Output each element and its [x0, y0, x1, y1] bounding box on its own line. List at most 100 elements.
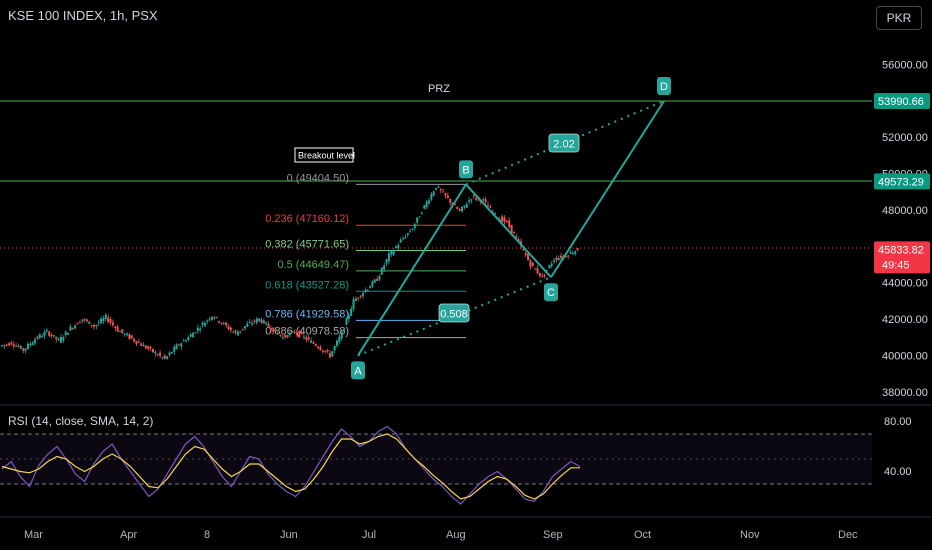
candle-body: [392, 250, 395, 255]
candle-body: [76, 323, 79, 325]
candle-body: [446, 195, 449, 198]
candle-body: [444, 192, 447, 196]
candle-body: [45, 330, 48, 332]
time-axis-tick: Jul: [362, 529, 376, 541]
candle-body: [156, 354, 159, 356]
candle-body: [50, 334, 53, 336]
candle-body: [236, 331, 239, 336]
candle-body: [548, 265, 551, 269]
candle-body: [326, 350, 329, 352]
price-tag-value: 45833.82: [878, 244, 924, 256]
candle-body: [206, 320, 209, 322]
candle-body: [222, 323, 225, 325]
rsi-band: [0, 434, 872, 484]
candle-body: [24, 348, 27, 351]
candle-body: [449, 198, 452, 203]
pattern-point-badge: [459, 160, 473, 179]
candle-body: [512, 231, 515, 234]
candle-body: [279, 334, 282, 336]
candle-body: [243, 326, 246, 329]
pattern-leg-cd: [550, 100, 665, 278]
candle-body: [151, 348, 154, 353]
candle-body: [435, 187, 438, 190]
candle-body: [135, 340, 138, 344]
rsi-panel[interactable]: 80.00 40.00: [0, 416, 912, 505]
candle-body: [194, 332, 197, 334]
candle-body: [463, 205, 466, 208]
candle-body: [571, 253, 574, 255]
fib-label: 0.786 (41929.58): [265, 308, 349, 320]
candle-body: [347, 315, 350, 320]
candle-body: [185, 340, 188, 342]
candle-body: [352, 299, 355, 310]
candle-body: [116, 326, 119, 332]
candle-body: [423, 205, 426, 209]
candle-body: [569, 251, 572, 254]
candle-body: [1, 345, 3, 347]
candle-body: [305, 337, 308, 341]
time-axis-tick: Oct: [634, 529, 651, 541]
candle-body: [133, 338, 136, 342]
candle-body: [555, 257, 558, 261]
candle-body: [550, 263, 553, 267]
time-axis-tick: 8: [204, 529, 210, 541]
candle-body: [192, 332, 195, 338]
candle-body: [29, 343, 32, 346]
candle-body: [517, 239, 520, 241]
candle-body: [284, 335, 287, 338]
candle-body: [442, 191, 445, 193]
candle-body: [248, 322, 251, 324]
pattern-point-badge: [544, 283, 558, 302]
candle-body: [406, 233, 409, 235]
candle-body: [529, 260, 532, 267]
candle-body: [472, 195, 475, 197]
candle-body: [215, 316, 218, 318]
harmonic-pattern: A B C D 2.02 0.508: [351, 77, 671, 380]
candle-body: [371, 281, 374, 287]
candle-body: [246, 323, 249, 327]
candle-body: [88, 321, 91, 324]
candle-body: [286, 335, 289, 338]
candle-body: [489, 206, 492, 208]
candle-body: [48, 331, 51, 336]
candle-body: [385, 259, 388, 264]
candle-body: [574, 251, 577, 255]
candle-body: [291, 331, 294, 333]
candle-body: [416, 217, 419, 223]
pattern-point-label: D: [660, 81, 668, 93]
candle-body: [52, 335, 55, 337]
candle-body: [328, 352, 331, 358]
rsi-title: RSI (14, close, SMA, 14, 2): [8, 414, 154, 428]
time-axis[interactable]: Mar Apr 8 Jun Jul Aug Sep Oct Nov Dec: [24, 529, 858, 541]
candle-body: [310, 340, 313, 343]
candle-body: [31, 342, 34, 346]
candle-body: [218, 321, 221, 323]
candle-body: [147, 346, 150, 349]
candle-body: [536, 268, 539, 274]
candle-body: [300, 333, 303, 335]
candle-body: [397, 244, 400, 249]
pattern-ratio-label: 0.508: [440, 309, 468, 321]
candle-body: [319, 347, 322, 351]
breakout-label: Breakout level: [298, 151, 355, 161]
candle-body: [137, 341, 140, 343]
time-axis-tick: Mar: [24, 529, 43, 541]
candle-body: [126, 333, 129, 336]
currency-button[interactable]: PKR: [876, 6, 922, 30]
candle-body: [128, 334, 131, 339]
candle-body: [55, 336, 58, 340]
candle-body: [470, 199, 473, 201]
candle-body: [317, 346, 320, 348]
fib-label: 0.382 (45771.65): [265, 238, 349, 250]
candle-body: [458, 209, 461, 212]
candle-body: [78, 322, 81, 324]
candle-body: [456, 207, 459, 210]
candle-body: [142, 344, 145, 347]
candle-body: [19, 346, 22, 349]
candle-body: [232, 331, 235, 333]
price-panel[interactable]: PRZ Breakout level 0 (49404.50) 0.236 (47…: [0, 77, 872, 380]
candle-body: [439, 188, 442, 191]
candle-body: [34, 339, 37, 344]
candle-body: [163, 355, 166, 359]
